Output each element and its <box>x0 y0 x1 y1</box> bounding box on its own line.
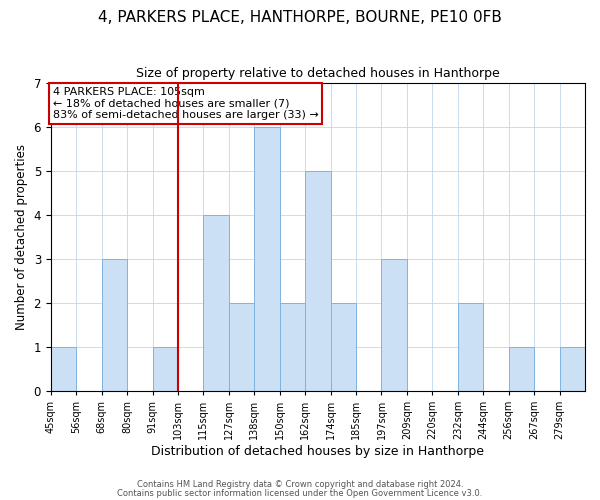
Text: 4, PARKERS PLACE, HANTHORPE, BOURNE, PE10 0FB: 4, PARKERS PLACE, HANTHORPE, BOURNE, PE1… <box>98 10 502 25</box>
Title: Size of property relative to detached houses in Hanthorpe: Size of property relative to detached ho… <box>136 68 500 80</box>
Bar <box>382 259 407 390</box>
Bar <box>51 346 76 391</box>
Y-axis label: Number of detached properties: Number of detached properties <box>15 144 28 330</box>
Text: Contains HM Land Registry data © Crown copyright and database right 2024.: Contains HM Land Registry data © Crown c… <box>137 480 463 489</box>
Text: 4 PARKERS PLACE: 105sqm
← 18% of detached houses are smaller (7)
83% of semi-det: 4 PARKERS PLACE: 105sqm ← 18% of detache… <box>53 86 319 120</box>
X-axis label: Distribution of detached houses by size in Hanthorpe: Distribution of detached houses by size … <box>151 444 484 458</box>
Bar <box>280 302 305 390</box>
Bar <box>229 302 254 390</box>
Bar <box>203 215 229 390</box>
Bar <box>331 302 356 390</box>
Bar <box>305 171 331 390</box>
Bar <box>560 346 585 391</box>
Bar <box>101 259 127 390</box>
Bar <box>509 346 534 391</box>
Bar <box>254 127 280 390</box>
Bar <box>152 346 178 391</box>
Text: Contains public sector information licensed under the Open Government Licence v3: Contains public sector information licen… <box>118 488 482 498</box>
Bar <box>458 302 483 390</box>
